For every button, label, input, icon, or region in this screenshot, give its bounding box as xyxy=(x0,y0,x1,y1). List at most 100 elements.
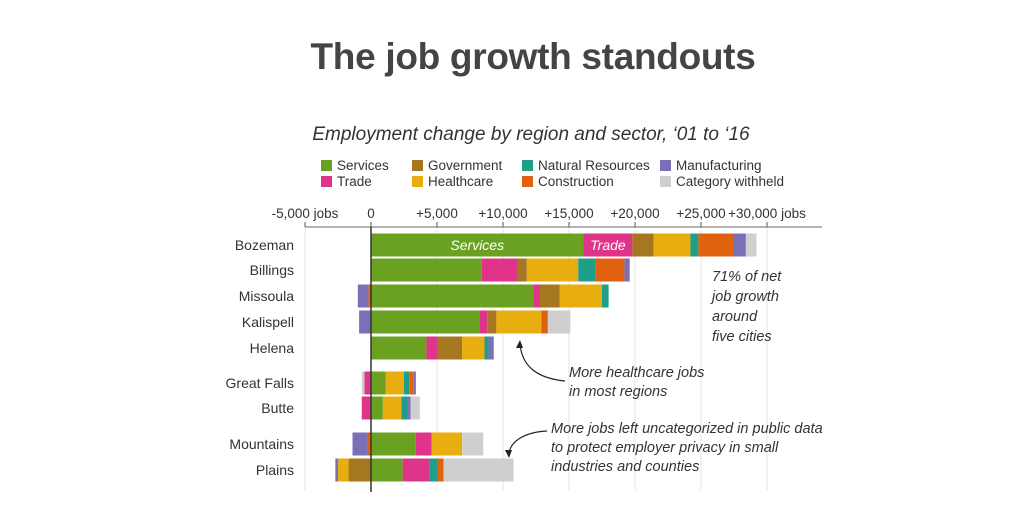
bar-segment-construction xyxy=(368,284,371,308)
bar-segment-construction xyxy=(409,371,414,395)
bar-segment-withheld xyxy=(462,432,484,456)
bar-segment-trade xyxy=(479,310,488,334)
annotation-text: in most regions xyxy=(569,384,667,400)
legend-label-construction: Construction xyxy=(538,174,614,189)
legend-label-manufacturing: Manufacturing xyxy=(676,158,762,173)
bar-segment-trade xyxy=(415,432,432,456)
bar-segment-manufacturing xyxy=(407,396,411,420)
bar-segment-services xyxy=(371,310,480,334)
bar-segment-construction xyxy=(698,233,734,257)
bar-segment-manufacturing xyxy=(352,432,368,456)
legend-label-natural: Natural Resources xyxy=(538,158,650,173)
bar-segment-government xyxy=(517,258,527,282)
bar-segment-natural xyxy=(602,284,609,308)
bar-segment-trade xyxy=(426,336,437,360)
bar-segment-withheld xyxy=(547,310,571,334)
bar-segment-services xyxy=(371,371,386,395)
region-label: Helena xyxy=(250,340,295,356)
segment-label-trade: Trade xyxy=(590,237,626,253)
bar-segment-withheld xyxy=(361,371,365,395)
bar-segment-healthcare xyxy=(382,396,402,420)
bar-segment-healthcare xyxy=(385,371,404,395)
annotation-text: 71% of net xyxy=(712,269,782,285)
region-label: Billings xyxy=(250,262,294,278)
bar-segment-services xyxy=(371,284,534,308)
bar-segment-manufacturing xyxy=(359,310,371,334)
bar-segment-trade xyxy=(583,233,633,257)
legend-swatch-government xyxy=(412,160,423,171)
region-label: Bozeman xyxy=(235,237,294,253)
bar-segment-construction xyxy=(367,432,371,456)
region-label: Great Falls xyxy=(226,375,294,391)
bar-segment-construction xyxy=(437,458,444,482)
chart-subtitle: Employment change by region and sector, … xyxy=(312,124,750,145)
bar-segment-manufacturing xyxy=(357,284,369,308)
bar-segment-natural xyxy=(429,458,437,482)
bar-segment-healthcare xyxy=(559,284,602,308)
bar-segment-government xyxy=(348,458,371,482)
bar-segment-manufacturing xyxy=(624,258,630,282)
region-label: Missoula xyxy=(239,288,294,304)
segment-label-services: Services xyxy=(450,237,504,253)
annotation-text: to protect employer privacy in small xyxy=(551,440,779,456)
bar-segment-construction xyxy=(595,258,625,282)
bar-segment-manufacturing xyxy=(734,233,746,257)
bar-segment-trade xyxy=(364,371,371,395)
bar-segment-manufacturing xyxy=(488,336,494,360)
bar-segment-manufacturing xyxy=(413,371,416,395)
arrowhead-icon xyxy=(505,450,512,458)
bar-segment-government xyxy=(437,336,463,360)
legend-swatch-trade xyxy=(321,176,332,187)
tick-label: +15,000 xyxy=(544,206,593,221)
bar-segment-natural xyxy=(401,396,408,420)
bar-segment-healthcare xyxy=(338,458,349,482)
bar-segment-withheld xyxy=(443,458,514,482)
bar-segment-government xyxy=(632,233,654,257)
legend-swatch-withheld xyxy=(660,176,671,187)
annotation-text: around xyxy=(712,309,758,325)
legend-label-government: Government xyxy=(428,158,503,173)
tick-label: +30,000 jobs xyxy=(728,206,806,221)
region-label: Butte xyxy=(261,400,294,416)
bar-segment-services xyxy=(371,233,584,257)
bar-segment-services xyxy=(371,258,482,282)
bar-segment-withheld xyxy=(410,396,420,420)
legend-label-withheld: Category withheld xyxy=(676,174,784,189)
tick-label: +20,000 xyxy=(610,206,659,221)
bar-segment-trade xyxy=(402,458,430,482)
tick-label: +5,000 xyxy=(416,206,458,221)
bar-segment-healthcare xyxy=(653,233,691,257)
legend-swatch-natural xyxy=(522,160,533,171)
bar-segment-government xyxy=(539,284,560,308)
legend-label-services: Services xyxy=(337,158,389,173)
bar-segment-healthcare xyxy=(496,310,542,334)
bar-segment-natural xyxy=(404,371,410,395)
arrowhead-icon xyxy=(516,340,523,348)
bar-segment-natural xyxy=(690,233,699,257)
annotation-text: More healthcare jobs xyxy=(569,365,704,381)
legend-swatch-construction xyxy=(522,176,533,187)
annotation-text: five cities xyxy=(712,329,772,345)
bar-segment-withheld xyxy=(745,233,757,257)
bar-segment-manufacturing xyxy=(335,458,338,482)
bar-segment-healthcare xyxy=(431,432,463,456)
bar-segment-services xyxy=(371,458,403,482)
annotation-text: More jobs left uncategorized in public d… xyxy=(551,421,823,437)
legend-swatch-services xyxy=(321,160,332,171)
bar-segment-services xyxy=(371,396,383,420)
page-title: The job growth standouts xyxy=(310,36,756,77)
bar-segment-healthcare xyxy=(462,336,485,360)
bar-segment-natural xyxy=(578,258,596,282)
tick-label: -5,000 jobs xyxy=(272,206,339,221)
legend-label-trade: Trade xyxy=(337,174,372,189)
bar-segment-government xyxy=(487,310,497,334)
bar-segment-services xyxy=(371,432,416,456)
region-label: Mountains xyxy=(229,436,294,452)
bar-segment-construction xyxy=(541,310,548,334)
region-label: Plains xyxy=(256,462,294,478)
tick-label: +10,000 xyxy=(478,206,527,221)
annotation-text: industries and counties xyxy=(551,459,699,475)
tick-label: 0 xyxy=(367,206,375,221)
bar-segment-natural xyxy=(484,336,489,360)
